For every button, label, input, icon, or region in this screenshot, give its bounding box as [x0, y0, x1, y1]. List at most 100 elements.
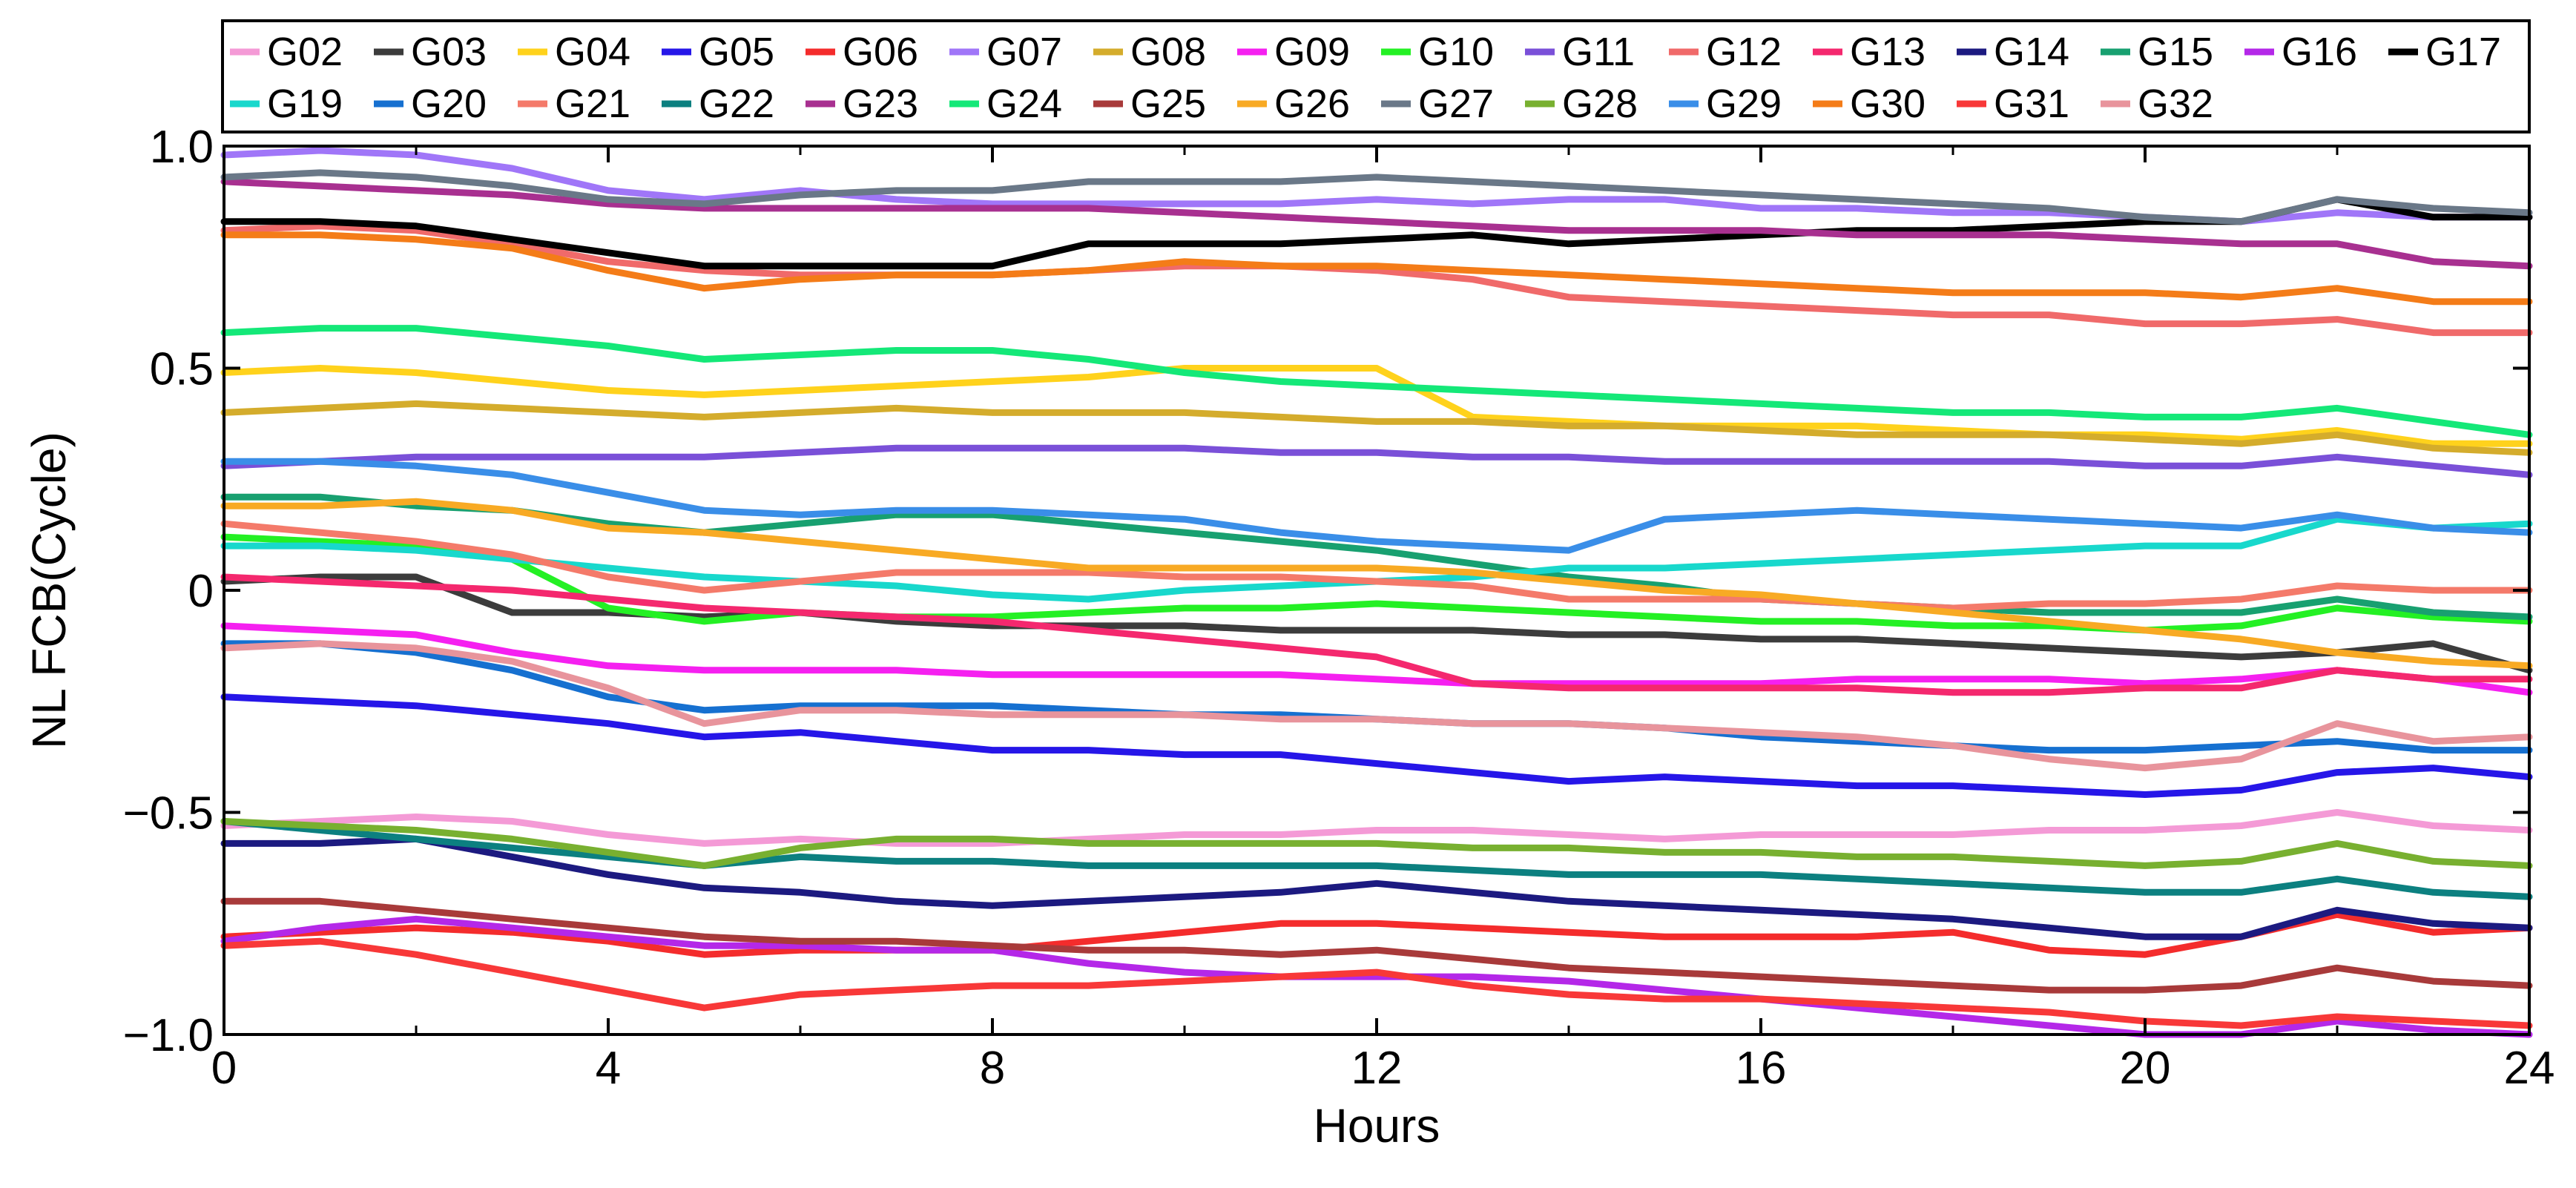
series-line-G21 [220, 520, 2533, 612]
legend-item-G23: G23 [806, 82, 918, 126]
legend-label: G05 [699, 30, 774, 74]
legend-label: G03 [411, 30, 487, 74]
legend-item-G10: G10 [1381, 30, 1494, 74]
legend-label: G27 [1418, 82, 1494, 126]
legend-item-G28: G28 [1525, 82, 1638, 126]
legend-item-G20: G20 [374, 82, 487, 126]
series-line-G08 [220, 400, 2533, 456]
y-tick-label: 0 [188, 566, 214, 617]
legend-label: G31 [1994, 82, 2069, 126]
series-line-G29 [220, 458, 2533, 554]
legend-label: G13 [1850, 30, 1926, 74]
y-tick-label: −0.5 [123, 788, 214, 839]
y-tick-label: 0.5 [150, 344, 214, 395]
series-line-G06 [220, 911, 2533, 958]
legend-item-G25: G25 [1093, 82, 1206, 126]
series-line-G17 [220, 196, 2533, 270]
y-axis-label: NL FCB(Cycle) [22, 432, 76, 749]
legend-label: G24 [986, 82, 1062, 126]
legend-label: G14 [1994, 30, 2069, 74]
series-line-G12 [220, 222, 2533, 337]
legend-label: G32 [2138, 82, 2213, 126]
x-tick-label: 24 [2504, 1043, 2555, 1094]
series-line-G02 [220, 809, 2533, 847]
series-line-G13 [220, 573, 2533, 696]
legend-item-G19: G19 [230, 82, 343, 126]
x-tick-label: 0 [211, 1043, 237, 1094]
series-line-G04 [220, 365, 2533, 447]
legend-item-G26: G26 [1237, 82, 1350, 126]
legend-label: G26 [1274, 82, 1350, 126]
legend-item-G32: G32 [2101, 82, 2213, 126]
legend-label: G23 [843, 82, 918, 126]
legend-item-G27: G27 [1381, 82, 1494, 126]
series-line-G14 [220, 835, 2533, 940]
x-tick-label: 12 [1351, 1043, 1403, 1094]
legend-label: G02 [267, 30, 343, 74]
series-line-G30 [220, 231, 2533, 306]
series-line-G28 [220, 818, 2533, 869]
legend-label: G09 [1274, 30, 1350, 74]
legend-label: G08 [1130, 30, 1206, 74]
legend-item-G16: G16 [2244, 30, 2357, 74]
legend-label: G06 [843, 30, 918, 74]
legend-label: G10 [1418, 30, 1494, 74]
legend-item-G13: G13 [1813, 30, 1926, 74]
series-line-G22 [220, 818, 2533, 900]
legend-item-G07: G07 [949, 30, 1062, 74]
legend-item-G29: G29 [1669, 82, 1782, 126]
legend-item-G04: G04 [518, 30, 630, 74]
legend-label: G07 [986, 30, 1062, 74]
legend-item-G14: G14 [1957, 30, 2069, 74]
series-line-G09 [220, 622, 2533, 696]
legend-item-G02: G02 [230, 30, 343, 74]
legend-item-G30: G30 [1813, 82, 1926, 126]
legend-item-G17: G17 [2388, 30, 2501, 74]
legend-label: G28 [1562, 82, 1638, 126]
axes: 0 4 8 12 16 20 24 1.0 0.5 0 −0.5 −1.0 [123, 122, 2555, 1094]
legend-label: G20 [411, 82, 487, 126]
legend-item-G03: G03 [374, 30, 487, 74]
legend-item-G06: G06 [806, 30, 918, 74]
legend-label: G29 [1706, 82, 1782, 126]
series-line-G24 [220, 325, 2533, 438]
legend-label: G30 [1850, 82, 1926, 126]
legend-item-G22: G22 [662, 82, 774, 126]
series-line-G15 [220, 493, 2533, 621]
series-line-G26 [220, 498, 2533, 670]
series-line-G32 [220, 640, 2533, 772]
legend-label: G17 [2425, 30, 2501, 74]
legend-item-G31: G31 [1957, 82, 2069, 126]
legend-box [221, 19, 2531, 133]
legend-label: G11 [1562, 30, 1635, 74]
legend: G02 G03 G04 G05 G06 G07 G08 G09 G10 G11 G12 G13 G14 G… [221, 19, 2531, 133]
legend-item-G12: G12 [1669, 30, 1782, 74]
legend-label: G22 [699, 82, 774, 126]
legend-item-G15: G15 [2101, 30, 2213, 74]
x-axis-label: Hours [1314, 1099, 1440, 1152]
y-tick-label: 1.0 [150, 122, 214, 173]
series-line-G11 [220, 444, 2533, 478]
legend-label: G19 [267, 82, 343, 126]
legend-item-G11: G11 [1525, 30, 1635, 74]
x-tick-label: 16 [1736, 1043, 1787, 1094]
y-tick-label: −1.0 [123, 1010, 214, 1061]
legend-item-G24: G24 [949, 82, 1062, 126]
legend-label: G16 [2282, 30, 2357, 74]
legend-label: G12 [1706, 30, 1782, 74]
series-line-G05 [220, 693, 2533, 798]
x-tick-label: 8 [980, 1043, 1005, 1094]
x-tick-label: 20 [2120, 1043, 2171, 1094]
legend-item-G08: G08 [1093, 30, 1206, 74]
legend-label: G04 [555, 30, 630, 74]
legend-label: G21 [555, 82, 630, 126]
series-line-G23 [220, 178, 2533, 270]
legend-item-G09: G09 [1237, 30, 1350, 74]
legend-label: G25 [1130, 82, 1206, 126]
series-line-G25 [220, 897, 2533, 994]
x-tick-label: 4 [596, 1043, 621, 1094]
series-line-G27 [220, 169, 2533, 225]
legend-item-G21: G21 [518, 82, 630, 126]
